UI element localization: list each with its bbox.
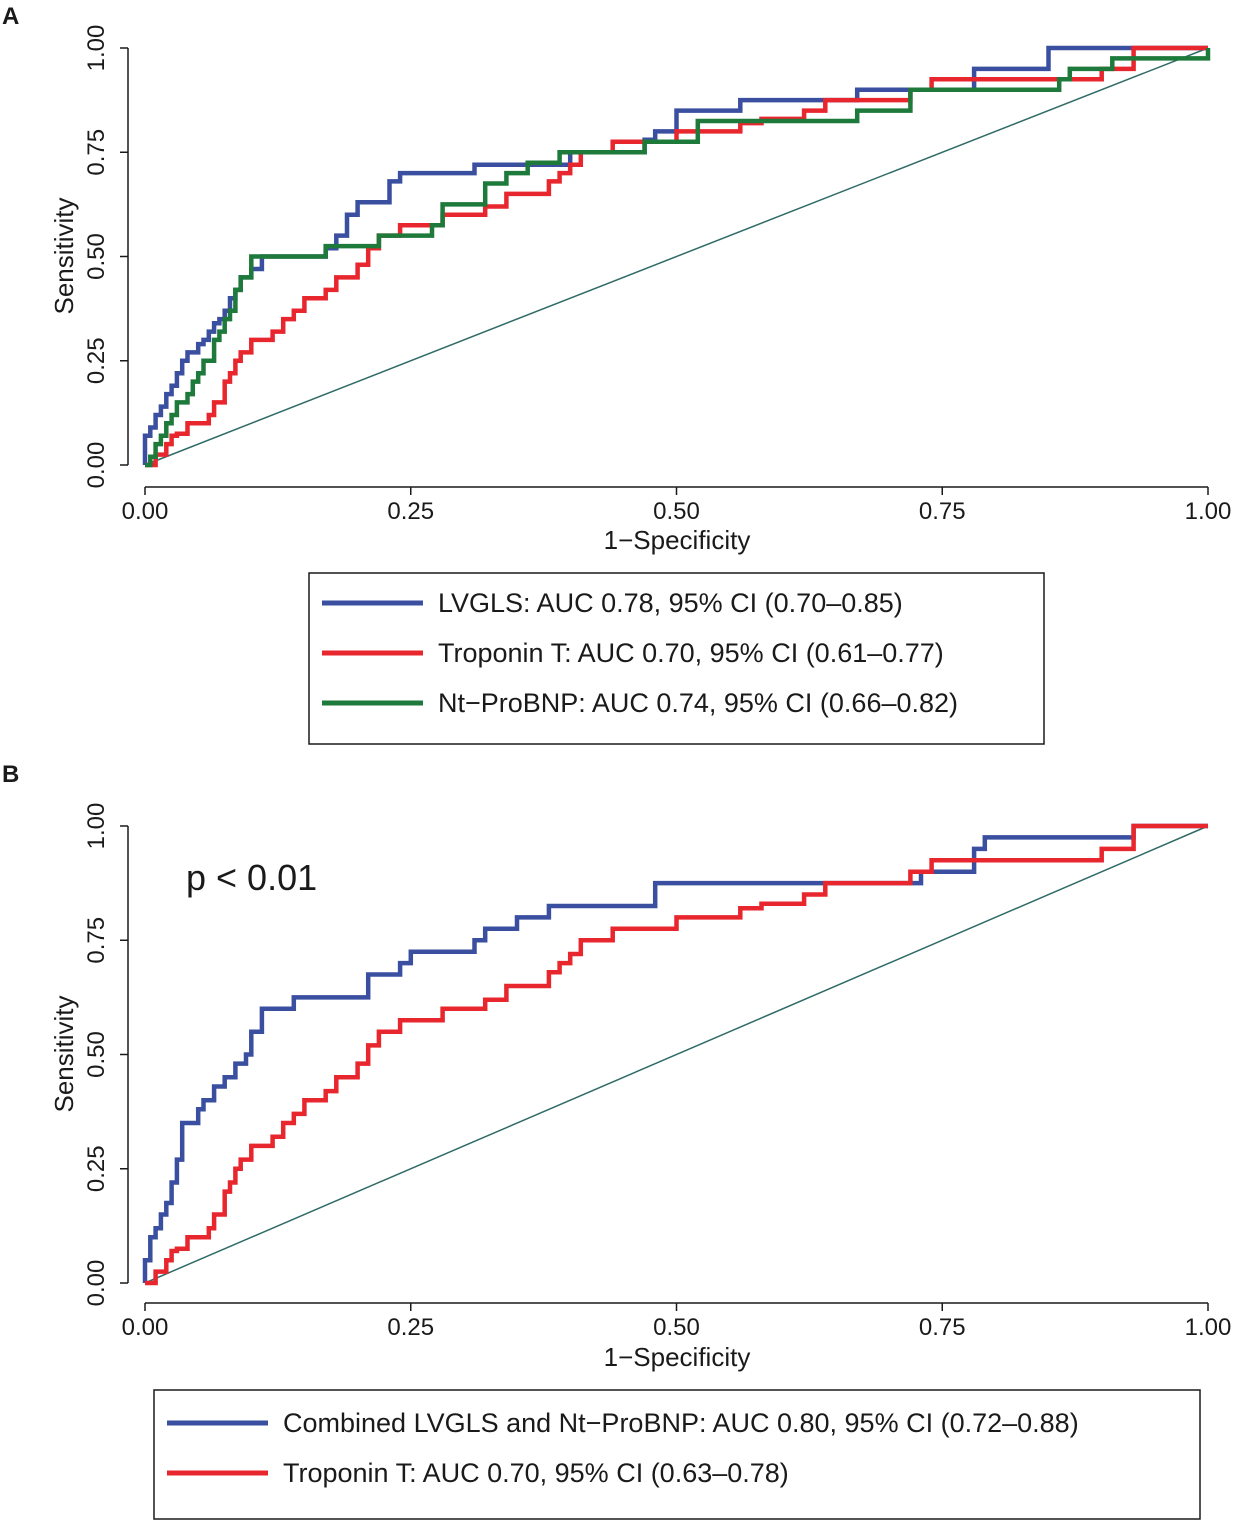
y-tick-label: 1.00 [83,803,110,850]
y-tick-label: 0.25 [83,1145,110,1192]
y-tick-label: 0.75 [83,917,110,964]
p-value-annotation: p < 0.01 [186,857,317,898]
roc-curve-blue [142,823,1208,1283]
panel-b-x-axis-title: 1−Specificity [604,1342,751,1372]
panel-b-y-axis-title: Sensitivity [49,995,79,1112]
panel-b-axes: 0.00 0.25 0.50 0.75 1.00 0.00 0.25 0.50 0.75 1.00 [83,803,1231,1341]
panel-a-x-axis-title: 1−Specificity [604,525,751,555]
x-tick-label: 0.25 [387,1314,434,1341]
panel-a-legend: LVGLS: AUC 0.78, 95% CI (0.70–0.85) Trop… [308,572,1045,745]
reference-diagonal-line [144,825,1209,1284]
legend-label-troponin-t: Troponin T: AUC 0.70, 95% CI (0.61–0.77) [438,638,944,668]
y-tick-label: 0.50 [83,233,110,280]
panel-a-y-axis-title: Sensitivity [49,197,79,314]
panel-b-label: B [2,761,19,788]
legend-label-nt-probnp: Nt−ProBNP: AUC 0.74, 95% CI (0.66–0.82) [438,688,958,718]
y-tick-label: 0.00 [83,442,110,489]
x-tick-label: 0.00 [122,1314,169,1341]
y-tick-label: 1.00 [83,25,110,72]
panel-b-curves [142,823,1209,1286]
x-tick-label: 0.00 [122,498,169,525]
panel-b: B 0.00 0.25 0.50 0.75 1.00 0.00 0.25 0.50 0.75 1.… [2,761,1231,1520]
roc-curve-green [145,48,1211,468]
x-tick-label: 0.75 [919,498,966,525]
panel-a-label: A [2,3,19,30]
panel-a-axes: 0.00 0.25 0.50 0.75 1.00 0.00 0.25 0.50 0.75 1.00 [83,25,1231,525]
roc-curve-red [145,823,1208,1286]
x-tick-label: 1.00 [1185,1314,1232,1341]
panel-a-legend-box [308,572,1045,745]
panel-b-legend-box [153,1389,1201,1520]
legend-label-troponin-t: Troponin T: AUC 0.70, 95% CI (0.63–0.78) [283,1458,789,1488]
y-tick-label: 0.00 [83,1260,110,1307]
y-tick-label: 0.25 [83,337,110,384]
x-tick-label: 0.75 [919,1314,966,1341]
y-tick-label: 0.50 [83,1031,110,1078]
x-tick-label: 0.50 [653,1314,700,1341]
legend-label-combined: Combined LVGLS and Nt−ProBNP: AUC 0.80, … [283,1408,1079,1438]
reference-diagonal-line [144,47,1209,466]
x-tick-label: 0.50 [653,498,700,525]
y-tick-label: 0.75 [83,129,110,176]
legend-label-lvgls: LVGLS: AUC 0.78, 95% CI (0.70–0.85) [438,588,903,618]
panel-a: A 0.00 0.25 0.50 0.75 1.00 0.00 0.25 0.50 0.75 1.… [2,3,1231,745]
x-tick-label: 1.00 [1185,498,1232,525]
panel-a-curves [142,45,1211,468]
x-tick-label: 0.25 [387,498,434,525]
panel-b-legend: Combined LVGLS and Nt−ProBNP: AUC 0.80, … [153,1389,1201,1520]
